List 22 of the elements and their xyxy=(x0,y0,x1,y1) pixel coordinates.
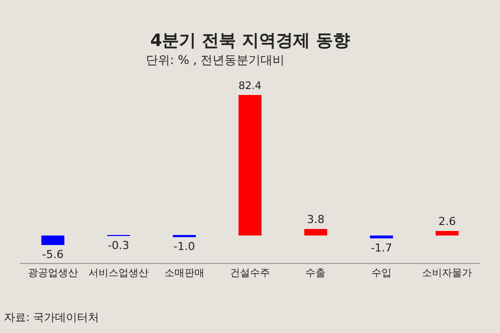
data-label: 3.8 xyxy=(306,212,324,226)
bar xyxy=(370,235,393,238)
text: 자료: 국가데이터처 xyxy=(4,311,100,324)
x-tick-label: 수입 xyxy=(371,268,392,279)
x-tick-label: 서비스업생산 xyxy=(88,268,149,279)
bar xyxy=(436,231,459,236)
x-tick-label: 수출 xyxy=(306,268,326,279)
bar xyxy=(238,95,262,236)
chart-subtitle: 단위: % , 전년동분기대비 xyxy=(146,53,285,67)
data-label: -5.6 xyxy=(42,248,64,261)
x-tick-label: 광공업생산 xyxy=(28,268,78,279)
data-label: 2.6 xyxy=(438,215,456,228)
x-tick-label: 소매판매 xyxy=(164,268,204,279)
bar xyxy=(41,235,64,245)
data-label: -1.0 xyxy=(174,240,196,254)
x-tick-label: 소비자물가 xyxy=(422,268,472,279)
data-label: -0.3 xyxy=(108,239,130,252)
data-label: -1.7 xyxy=(370,241,392,254)
x-tick-label: 건설수주 xyxy=(230,268,270,279)
data-label: 82.4 xyxy=(238,80,262,92)
chart-title: 4분기 전북 지역경제 동향 xyxy=(150,30,350,51)
bar xyxy=(304,228,328,236)
